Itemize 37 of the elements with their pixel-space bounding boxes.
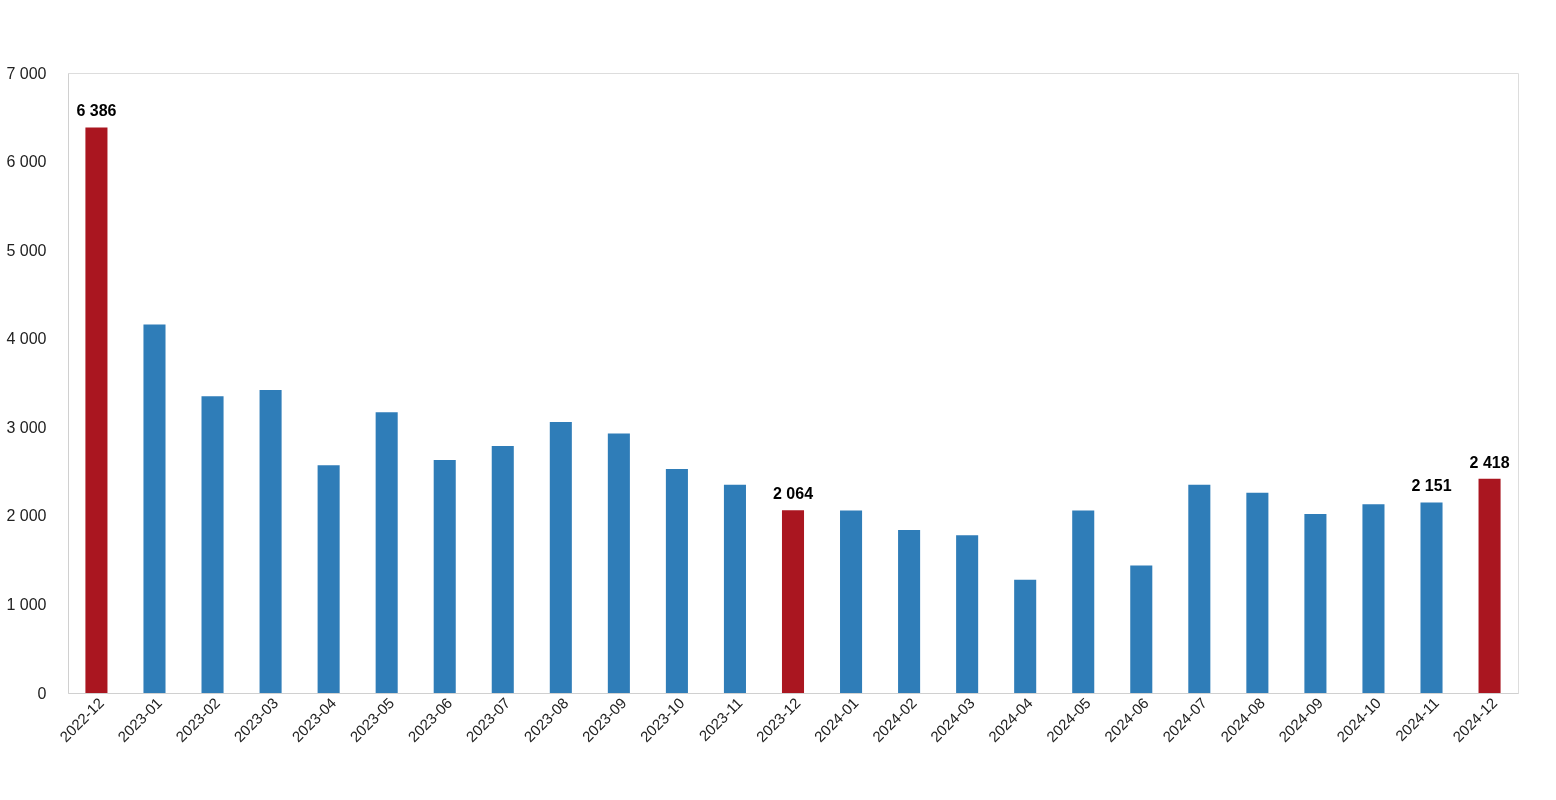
bar xyxy=(956,535,979,693)
bar xyxy=(491,445,514,693)
y-tick-label: 5 000 xyxy=(6,241,47,259)
bar xyxy=(85,127,108,693)
bar xyxy=(1478,478,1501,693)
y-tick-label: 7 000 xyxy=(6,64,47,82)
bar xyxy=(607,433,630,693)
bar xyxy=(898,530,921,693)
bar xyxy=(723,484,746,693)
data-label: 2 064 xyxy=(772,485,814,503)
bar xyxy=(1362,504,1385,693)
bar xyxy=(1014,579,1037,693)
y-tick-label: 0 xyxy=(37,684,47,702)
bar xyxy=(143,324,166,693)
bar xyxy=(1188,484,1211,693)
bar xyxy=(1246,492,1269,693)
bar xyxy=(549,421,572,693)
y-tick-label: 3 000 xyxy=(6,418,47,436)
y-tick-label: 1 000 xyxy=(6,595,47,613)
bar xyxy=(201,396,224,693)
bar xyxy=(781,510,805,693)
bar xyxy=(317,465,340,693)
bar xyxy=(1304,514,1327,693)
bar xyxy=(433,460,456,693)
data-label: 2 418 xyxy=(1469,453,1510,471)
bar xyxy=(840,510,863,693)
bar xyxy=(1420,502,1443,693)
data-label: 2 151 xyxy=(1411,477,1452,495)
y-tick-label: 4 000 xyxy=(6,330,47,348)
data-label: 6 386 xyxy=(76,102,117,120)
y-tick-label: 6 000 xyxy=(6,153,47,171)
bar xyxy=(665,468,688,693)
bar xyxy=(1130,565,1153,693)
bar xyxy=(1072,510,1095,693)
bar xyxy=(259,390,282,693)
y-tick-label: 2 000 xyxy=(6,507,47,525)
bar xyxy=(375,412,398,693)
